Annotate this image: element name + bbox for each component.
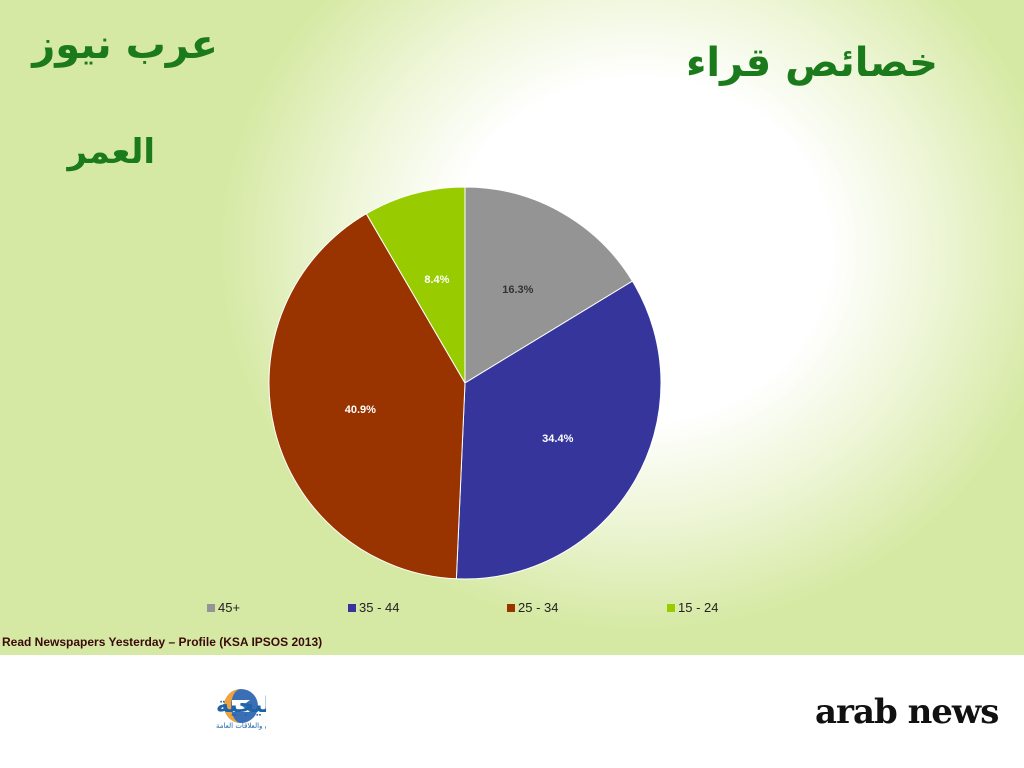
pie-slice-0	[464, 186, 634, 384]
pie-data-label-1: 34.4%	[542, 433, 573, 445]
brand-title: عرب نيوز	[32, 22, 218, 68]
logo-left-name: الخليجية	[216, 693, 266, 718]
pie-slice-3	[365, 186, 466, 385]
pie-chart: 16.3% 34.4% 40.9% 8.4%	[268, 186, 662, 580]
legend-item-15-24: 15 - 24	[667, 600, 718, 615]
legend-swatch	[207, 603, 215, 612]
legend-swatch	[667, 603, 675, 612]
alkhaleejiah-logo-mark: الخليجية للإعلان والعلاقات العامة	[216, 689, 304, 730]
logo-left-tagline: للإعلان والعلاقات العامة	[216, 722, 266, 730]
legend-label: 35 - 44	[359, 600, 400, 615]
legend-label: 25 - 34	[518, 600, 559, 615]
alkhaleejiah-logo: الخليجية للإعلان والعلاقات العامة	[36, 684, 304, 734]
legend-label: 45+	[218, 600, 241, 615]
pie-slice-2	[268, 212, 466, 580]
arab-news-logo: arab news	[815, 692, 999, 732]
chart-subtitle: العمر	[67, 132, 155, 172]
chart-legend: 45+ 35 - 44 25 - 34 15 - 24	[0, 600, 1024, 620]
pie-data-label-2: 40.9%	[345, 404, 376, 416]
legend-item-45-plus: 45+	[207, 600, 240, 615]
legend-swatch	[507, 603, 515, 612]
legend-item-35-44: 35 - 44	[348, 600, 399, 615]
pie-data-label-0: 16.3%	[502, 284, 533, 296]
legend-label: 15 - 24	[678, 600, 719, 615]
pie-slice-1	[455, 280, 662, 580]
slide-background: عرب نيوز العمر خصائص قراء 16.3% 34.4% 40.9…	[0, 0, 1024, 655]
legend-item-25-34: 25 - 34	[507, 600, 558, 615]
source-note: Read Newspapers Yesterday – Profile (KSA…	[2, 635, 323, 649]
pie-data-label-3: 8.4%	[424, 274, 449, 286]
page-title: خصائص قراء	[685, 40, 938, 86]
legend-swatch	[348, 603, 356, 612]
